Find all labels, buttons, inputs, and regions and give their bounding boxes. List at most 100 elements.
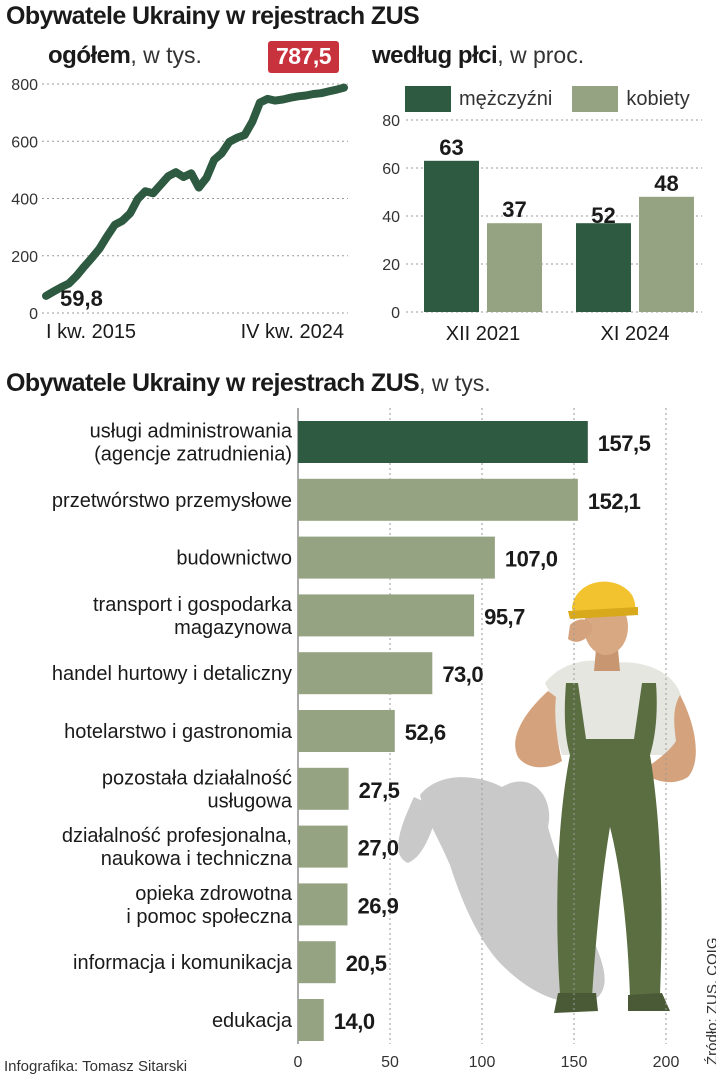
line-point xyxy=(159,183,163,187)
worker-shadow-arm xyxy=(398,797,440,863)
line-point xyxy=(197,186,201,190)
sector-category-label: usługi administrowania xyxy=(90,421,293,443)
gender-subtitle-unit: , w proc. xyxy=(497,42,585,68)
worker-left-arm xyxy=(515,691,562,768)
line-x-end-label: IV kw. 2024 xyxy=(241,321,344,343)
line-y-tick-label: 200 xyxy=(11,249,38,266)
sector-category-label: handel hurtowy i detaliczny xyxy=(52,663,292,685)
line-point xyxy=(273,99,277,103)
line-point xyxy=(120,219,124,223)
credits: Infografika: Tomasz Sitarski xyxy=(4,1058,188,1075)
worker-boots xyxy=(554,993,670,1013)
line-point xyxy=(189,171,193,175)
line-point xyxy=(204,176,208,180)
line-point xyxy=(289,96,293,100)
legend-men-label: mężczyźni xyxy=(459,87,553,110)
sector-category-label: budownictwo xyxy=(176,548,292,570)
line-point xyxy=(182,175,186,179)
sector-bar xyxy=(298,536,495,579)
sector-bar xyxy=(298,710,395,752)
hard-hat-brim xyxy=(568,607,638,619)
sector-category-label: opieka zdrowotna xyxy=(135,883,293,905)
legend-women-label: kobiety xyxy=(626,87,690,110)
headline: Obywatele Ukrainy w rejestrach ZUS xyxy=(6,2,420,30)
sector-value-label: 27,5 xyxy=(359,778,400,803)
line-point xyxy=(342,86,346,90)
sector-bar xyxy=(298,478,578,521)
line-point xyxy=(59,285,63,289)
sector-category-label: informacja i komunikacja xyxy=(73,952,293,974)
line-point xyxy=(304,93,308,97)
sector-value-label: 14,0 xyxy=(334,1009,375,1034)
construction-worker-illustration xyxy=(398,581,696,1013)
gender-y-tick-label: 80 xyxy=(382,113,400,130)
sector-category-label: edukacja xyxy=(212,1010,293,1032)
line-point xyxy=(250,120,254,124)
line-point xyxy=(143,189,147,193)
sector-value-label: 27,0 xyxy=(358,836,399,861)
line-point xyxy=(166,174,170,178)
line-point xyxy=(44,294,48,298)
sector-category-label: transport i gospodarka xyxy=(93,594,293,616)
sector-value-label: 26,9 xyxy=(357,893,398,918)
line-point xyxy=(296,94,300,98)
gender-category-label: XII 2021 xyxy=(446,323,521,345)
sector-bar xyxy=(298,883,348,926)
line-point xyxy=(174,170,178,174)
line-point xyxy=(258,101,262,105)
line-point xyxy=(105,234,109,238)
sector-category-label: przetwórstwo przemysłowe xyxy=(52,490,292,512)
gender-category-label: XI 2024 xyxy=(601,323,670,345)
sector-bar xyxy=(298,999,324,1041)
total-subtitle: ogółem, w tys. xyxy=(48,42,202,70)
gender-subtitle: według płci, w proc. xyxy=(372,42,584,70)
sector-bar xyxy=(298,594,475,637)
sector-x-tick-label: 50 xyxy=(381,1054,399,1071)
sector-title: Obywatele Ukrainy w rejestrach ZUS, w ty… xyxy=(6,369,491,398)
gender-bar xyxy=(639,196,694,312)
gender-value-label: 37 xyxy=(502,197,526,222)
line-y-tick-label: 0 xyxy=(29,306,38,323)
line-x-start-label: I kw. 2015 xyxy=(46,321,136,343)
sector-x-tick-label: 100 xyxy=(469,1054,496,1071)
sector-category-label: pozostała działalność xyxy=(102,767,292,789)
line-point xyxy=(52,290,56,294)
total-line-chart: 0 200 400 600 800 59,8 I kw. 2015 IV kw. 2024 xyxy=(11,77,348,343)
line-series xyxy=(42,83,348,300)
line-point xyxy=(212,158,216,162)
total-subtitle-bold: ogółem xyxy=(48,42,131,69)
gender-subtitle-bold: według płci xyxy=(372,42,498,69)
legend-women: kobiety xyxy=(572,86,690,112)
total-value-badge: 787,5 xyxy=(268,41,340,73)
line-point xyxy=(327,89,331,93)
hard-hat-icon xyxy=(572,581,636,615)
line-point xyxy=(281,97,285,101)
sector-value-label: 73,0 xyxy=(442,662,483,687)
line-point xyxy=(266,97,270,101)
legend-men: mężczyźni xyxy=(405,86,552,112)
line-point xyxy=(151,191,155,195)
line-point xyxy=(220,151,224,155)
sector-value-label: 52,6 xyxy=(405,720,446,745)
line-point xyxy=(319,91,323,95)
sector-bar xyxy=(298,652,433,695)
gender-y-tick-label: 20 xyxy=(382,257,400,274)
worker-overalls xyxy=(557,683,662,997)
legend-men-swatch xyxy=(405,86,451,112)
gender-bar-chart: 0 20 40 60 80 63 37 XII 2021 52 48 XI 2024 xyxy=(382,113,702,345)
line-point xyxy=(128,211,132,215)
sector-value-label: 107,0 xyxy=(505,547,558,572)
line-point xyxy=(136,197,140,201)
sector-bar xyxy=(298,767,349,810)
gender-value-label: 52 xyxy=(591,203,615,228)
sector-x-tick-label: 0 xyxy=(294,1054,303,1071)
sector-bar xyxy=(298,825,348,868)
sector-category-label: magazynowa xyxy=(174,617,293,639)
sector-category-label: (agencje zatrudnienia) xyxy=(94,444,292,466)
line-point xyxy=(311,92,315,96)
gender-bar xyxy=(424,160,479,312)
line-point xyxy=(97,247,101,251)
line-point xyxy=(235,136,239,140)
sector-bar xyxy=(298,941,336,984)
gender-y-tick-label: 40 xyxy=(382,209,400,226)
